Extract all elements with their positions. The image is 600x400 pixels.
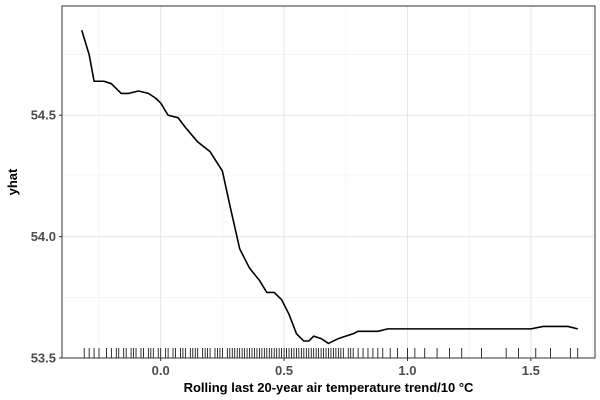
minor-gridlines (62, 6, 595, 358)
series-line (80, 30, 578, 345)
y-axis: 53.5 54.0 54.5 (31, 108, 62, 366)
x-tick-label: 0.5 (275, 363, 293, 378)
x-tick-label: 0.0 (152, 363, 170, 378)
x-tick-label: 1.5 (522, 363, 540, 378)
y-tick-label: 54.5 (31, 108, 56, 123)
y-tick-label: 54.0 (31, 229, 56, 244)
plot-background (62, 6, 595, 358)
data-series (80, 30, 578, 345)
rug-marks (83, 348, 579, 358)
x-axis-title: Rolling last 20-year air temperature tre… (184, 380, 474, 395)
y-tick-label: 53.5 (31, 351, 56, 366)
y-axis-title: yhat (5, 168, 20, 195)
x-axis: 0.0 0.5 1.0 1.5 (152, 358, 540, 378)
x-tick-label: 1.0 (398, 363, 416, 378)
plot-border (61, 5, 596, 359)
